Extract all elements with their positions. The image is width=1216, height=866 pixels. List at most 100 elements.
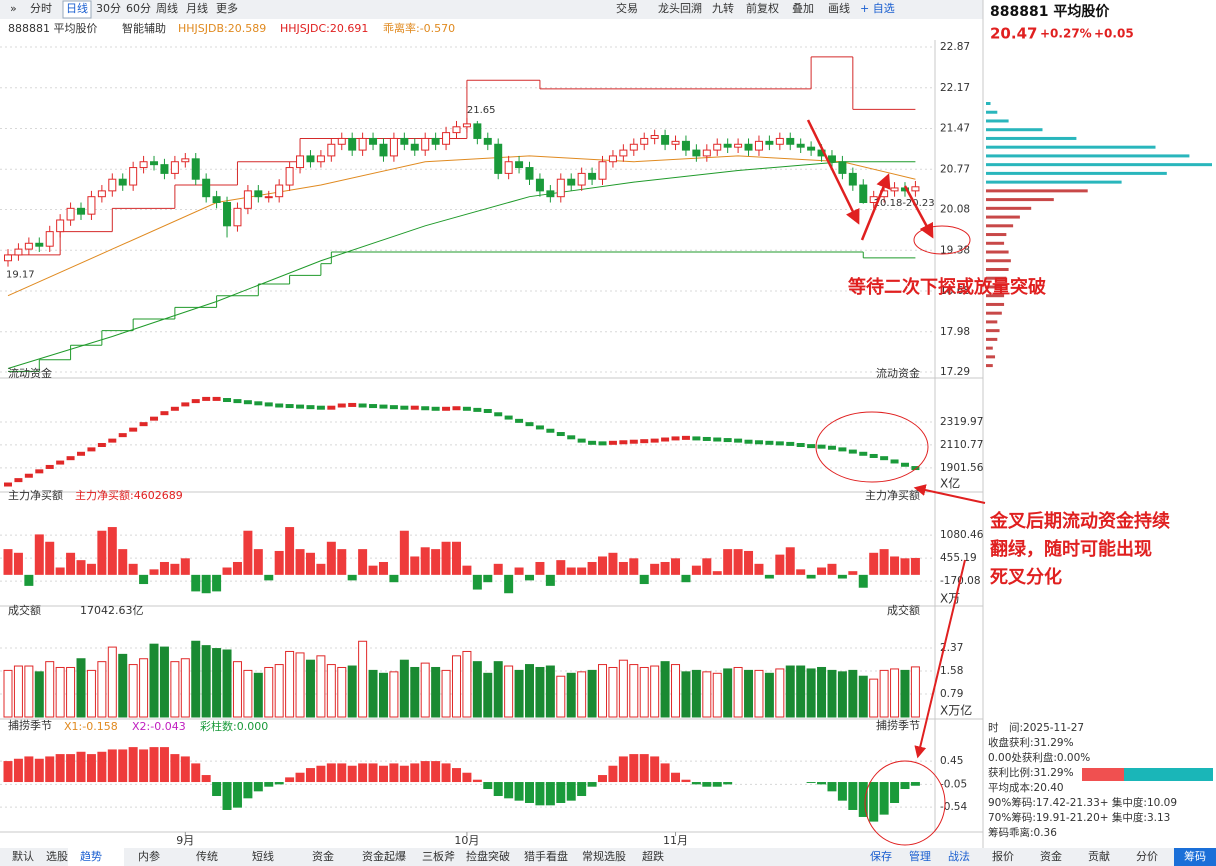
candle-body	[911, 186, 920, 192]
tab-active	[1174, 848, 1216, 866]
toolbar-button[interactable]: 龙头回溯	[658, 2, 702, 15]
tab[interactable]: 保存	[870, 849, 892, 863]
candle-body	[77, 207, 86, 215]
chip-bar	[986, 294, 1005, 298]
bar	[399, 765, 409, 783]
toolbar-button[interactable]: 前复权	[746, 1, 779, 15]
bar	[170, 563, 180, 575]
volume-bar	[118, 653, 128, 718]
candle-body	[702, 149, 711, 157]
chip-bar	[986, 119, 1009, 123]
volume-bar	[159, 646, 169, 718]
tab[interactable]: 选股	[46, 850, 68, 863]
tab[interactable]: 短线	[252, 849, 274, 863]
bar	[66, 754, 76, 783]
flow-dot	[87, 447, 96, 452]
bar	[598, 556, 608, 575]
tab[interactable]: 传统	[196, 850, 218, 863]
candle-body	[233, 207, 242, 227]
tab[interactable]: 筹码	[1184, 849, 1206, 863]
volume-bar	[608, 666, 618, 718]
volume-bar	[504, 665, 514, 718]
tab[interactable]: 常规选股	[582, 849, 626, 863]
toolbar-button[interactable]: 交易	[616, 1, 638, 15]
flow-dot	[243, 400, 252, 405]
chip-bar	[986, 337, 998, 341]
tab[interactable]: 战法	[948, 849, 970, 863]
toolbar-button[interactable]: 月线	[186, 1, 208, 15]
flow-dot	[629, 439, 638, 444]
tab[interactable]: 管理	[909, 849, 931, 863]
toolbar-button[interactable]: 60分	[126, 2, 151, 15]
bar	[3, 549, 13, 575]
bar	[556, 560, 566, 575]
candle-body	[546, 190, 555, 198]
toolbar-button[interactable]: 30分	[96, 2, 121, 15]
tab[interactable]: 捡盘突破	[466, 849, 510, 863]
chip-bar	[986, 355, 996, 359]
tab[interactable]: 报价	[992, 849, 1014, 863]
bar	[598, 775, 608, 783]
candle-body	[431, 137, 440, 145]
flow-dot	[765, 440, 774, 445]
flow-dot	[306, 405, 315, 410]
flow-dot	[337, 403, 346, 408]
tab[interactable]: 三板斧	[422, 849, 455, 863]
toolbar-button[interactable]: 更多	[216, 1, 238, 15]
tab[interactable]: 趋势	[80, 850, 102, 863]
circle	[815, 411, 929, 483]
tab[interactable]: 猎手看盘	[524, 849, 568, 863]
bar	[504, 782, 514, 799]
candle-body	[129, 167, 138, 186]
tab[interactable]: 资金起爆	[362, 849, 406, 863]
bar	[243, 782, 253, 799]
bar	[493, 563, 503, 575]
tab[interactable]: 内参	[138, 849, 160, 863]
volume-bar	[785, 665, 795, 718]
flow-dot	[556, 432, 565, 437]
toolbar-button[interactable]: 叠加	[792, 2, 814, 15]
flow-dot	[546, 428, 555, 433]
y-tick-label: 22.87	[940, 41, 970, 53]
tab[interactable]: 贡献	[1088, 849, 1110, 863]
volume-bar	[556, 675, 566, 718]
bar	[577, 567, 587, 575]
flow-dot	[35, 469, 44, 474]
bar	[723, 782, 733, 785]
toolbar-button[interactable]: 日线	[66, 1, 88, 15]
flow-dot	[827, 445, 836, 450]
toolbar-button[interactable]: 九转	[712, 1, 734, 15]
candle-body	[848, 172, 857, 186]
toolbar-button[interactable]: 分时	[30, 2, 52, 15]
chip-bar	[986, 180, 1122, 184]
flow-dot	[515, 418, 524, 423]
volume-bar	[191, 640, 201, 718]
circle	[913, 225, 971, 255]
panel-title-right: 主力净买额	[865, 488, 920, 502]
candle-body	[160, 164, 169, 174]
tab[interactable]: 分价	[1136, 850, 1158, 863]
toolbar-button[interactable]: 周线	[156, 1, 178, 15]
volume-bar	[170, 661, 180, 718]
flow-dot	[786, 441, 795, 446]
tab[interactable]: 资金	[312, 849, 334, 863]
bar	[817, 782, 827, 785]
tab[interactable]: 资金	[1040, 849, 1062, 863]
bar	[566, 567, 576, 575]
bar	[232, 561, 242, 575]
tab[interactable]: 默认	[12, 850, 34, 863]
candle-body	[87, 196, 96, 215]
candle-body	[243, 190, 252, 209]
volume-bar	[24, 665, 34, 718]
assist[interactable]: 智能辅助	[122, 21, 166, 35]
bar	[869, 782, 879, 822]
flow-dot	[24, 473, 33, 478]
flow-dot	[807, 444, 816, 449]
flow-dot	[775, 441, 784, 446]
tab[interactable]: 超跌	[642, 849, 664, 863]
candle-body	[515, 161, 524, 169]
toolbar-button[interactable]: + 自选	[860, 2, 895, 15]
toolbar-button[interactable]: 画线	[828, 1, 850, 15]
bar	[451, 541, 461, 575]
bar	[389, 574, 399, 583]
